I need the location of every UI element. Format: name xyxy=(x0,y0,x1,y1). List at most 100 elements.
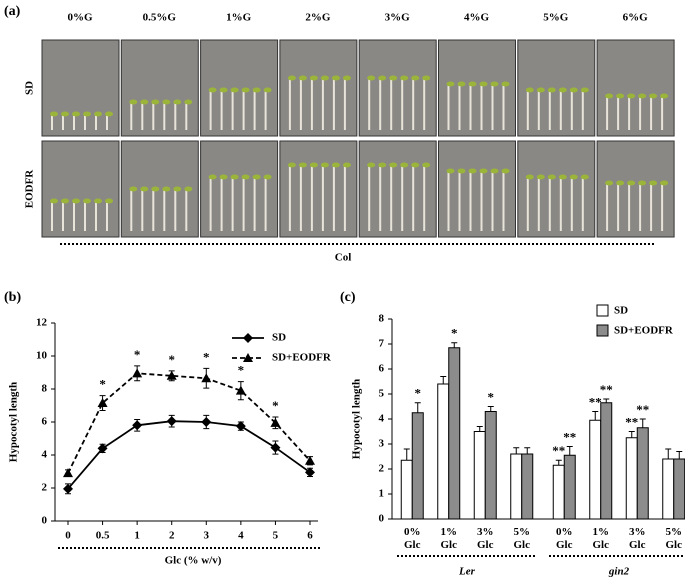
cotyledon xyxy=(490,168,499,174)
cotyledon xyxy=(298,162,307,168)
cotyledon xyxy=(525,174,534,180)
cotyledon xyxy=(173,99,182,105)
cotyledon xyxy=(580,87,589,93)
marker xyxy=(166,370,177,380)
y-tick-label: 2 xyxy=(42,482,48,494)
cotyledon xyxy=(219,87,228,93)
cotyledon xyxy=(140,186,149,192)
x-tick-label: 0% Glc xyxy=(404,526,421,551)
cotyledon xyxy=(162,99,171,105)
significance-label: * xyxy=(168,352,175,367)
x-tick-label: 2 xyxy=(169,530,175,542)
marker xyxy=(132,368,143,378)
cotyledon xyxy=(184,99,193,105)
cotyledon xyxy=(558,174,567,180)
x-tick-label: 3% Glc xyxy=(629,526,646,551)
cotyledon xyxy=(129,99,138,105)
cotyledon xyxy=(501,81,510,87)
marker xyxy=(132,420,143,431)
bar xyxy=(521,453,534,520)
cotyledon xyxy=(422,75,431,81)
cotyledon xyxy=(184,186,193,192)
significance-label: ** xyxy=(563,429,576,444)
y-tick-label: 0 xyxy=(379,513,385,525)
cotyledon xyxy=(241,87,250,93)
bar xyxy=(473,431,486,520)
error-bar xyxy=(487,406,494,412)
cotyledon xyxy=(50,111,58,117)
bar xyxy=(448,347,461,520)
cotyledon xyxy=(105,111,113,117)
significance-label: ** xyxy=(636,402,649,417)
panel-label: (b) xyxy=(4,290,21,305)
cotyledon xyxy=(252,87,261,93)
marker xyxy=(235,385,246,395)
error-bar xyxy=(639,418,646,428)
cotyledon xyxy=(263,87,272,93)
cotyledon xyxy=(50,198,58,204)
marker xyxy=(235,421,246,432)
cotyledon xyxy=(536,174,545,180)
cotyledon xyxy=(389,75,398,81)
cotyledon xyxy=(446,168,455,174)
series-line xyxy=(67,420,311,490)
significance-label: ** xyxy=(600,382,613,397)
cotyledon xyxy=(411,75,420,81)
significance-label: * xyxy=(203,349,210,364)
x-tick-label: 3 xyxy=(204,530,210,542)
cotyledon xyxy=(208,87,217,93)
error-bar xyxy=(603,398,610,403)
y-tick-label: 6 xyxy=(379,363,385,375)
marker xyxy=(305,455,315,465)
x-tick-label: 3% Glc xyxy=(477,526,494,551)
cotyledon xyxy=(468,168,477,174)
error-bar xyxy=(513,447,520,454)
marker xyxy=(201,373,212,383)
y-tick-label: 3 xyxy=(379,438,385,450)
x-tick-label: 1 xyxy=(134,530,140,542)
x-tick-label: 5 xyxy=(273,530,279,542)
x-tick-label: 0 xyxy=(65,530,71,542)
significance-label: * xyxy=(451,326,458,341)
significance-label: * xyxy=(272,398,279,413)
bar xyxy=(625,437,638,520)
y-axis-label: Hypocotyl length xyxy=(351,379,363,459)
x-tick-label: 1% Glc xyxy=(592,526,610,551)
column-header: 1%G xyxy=(226,12,252,24)
error-bar xyxy=(451,342,458,348)
cotyledon xyxy=(569,174,578,180)
error-bar xyxy=(566,446,573,456)
error-bar xyxy=(676,451,683,459)
cotyledon xyxy=(94,198,102,204)
marker xyxy=(97,398,108,408)
error-bar xyxy=(628,431,635,438)
cotyledon xyxy=(580,174,589,180)
cotyledon xyxy=(309,75,318,81)
x-tick-label: 1% Glc xyxy=(440,526,458,551)
cotyledon xyxy=(627,180,636,186)
error-bar xyxy=(592,411,599,421)
cotyledon xyxy=(252,174,261,180)
y-axis-label: Hypocotyl length xyxy=(8,382,20,462)
cotyledon xyxy=(468,81,477,87)
cotyledon xyxy=(660,93,669,99)
cotyledon xyxy=(61,111,69,117)
cotyledon xyxy=(320,162,329,168)
cotyledon xyxy=(230,174,239,180)
cotyledon xyxy=(331,162,340,168)
cotyledon xyxy=(173,186,182,192)
cotyledon xyxy=(287,162,296,168)
marker xyxy=(243,333,253,343)
cotyledon xyxy=(479,81,488,87)
footer-label: Col xyxy=(335,252,352,264)
cotyledon xyxy=(547,87,556,93)
cotyledon xyxy=(558,87,567,93)
cotyledon xyxy=(83,111,91,117)
cotyledon xyxy=(140,99,149,105)
cotyledon xyxy=(536,87,545,93)
row-label: SD xyxy=(24,81,36,95)
error-bar xyxy=(555,459,562,466)
cotyledon xyxy=(162,186,171,192)
bar xyxy=(484,411,497,520)
